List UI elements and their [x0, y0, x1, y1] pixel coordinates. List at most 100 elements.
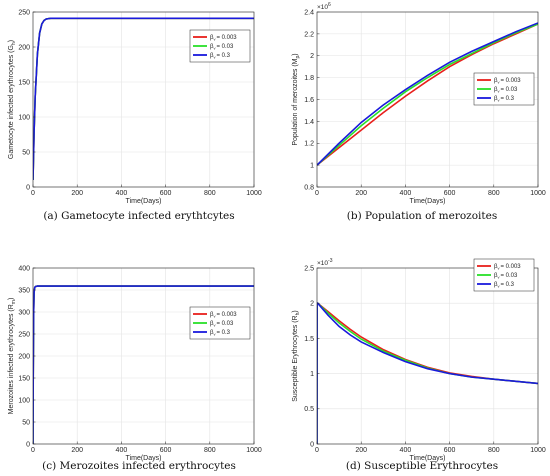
x-tick-label: 200: [355, 190, 367, 197]
plot-area: [317, 268, 538, 444]
legend-beta-subscript: v: [497, 266, 499, 271]
y-tick-label: 1.4: [304, 119, 314, 126]
series-line-3: [33, 17, 254, 181]
legend-label-1: βv= 0.003: [494, 264, 521, 271]
axes-box: [316, 267, 539, 445]
y-axis-label-subscript: p: [295, 55, 301, 58]
y-tick-label: 1: [310, 371, 314, 378]
x-tick-label: 0: [315, 447, 319, 454]
series-line-3: [33, 285, 254, 445]
legend-series-name: = 0.03: [500, 87, 518, 93]
axes-box: [32, 11, 255, 188]
y-axis-label-main: Population of merozoites (M: [292, 58, 299, 145]
y-axis-label-main: Susceptible Erythrocytes (R: [292, 315, 299, 401]
legend-beta-subscript: v: [213, 37, 215, 42]
y-axis-label-end: ): [8, 298, 15, 300]
y-tick-label: 2: [310, 301, 314, 308]
legend-series-name: = 0.3: [500, 96, 514, 102]
axis-exponent-power: -3: [328, 258, 333, 264]
panel-caption: (d) Susceptible Erythrocytes: [346, 460, 498, 472]
y-tick-label: 1.5: [304, 336, 314, 343]
y-tick-label: 250: [18, 9, 30, 16]
y-axis-label: Population of merozoites (Mp): [292, 53, 301, 145]
y-tick-label: 250: [18, 331, 30, 338]
y-tick-label: 150: [18, 79, 30, 86]
x-tick-label: 600: [160, 190, 172, 197]
x-tick-label: 400: [400, 190, 412, 197]
y-axis-label: Gametocyte infected erythrocytes (Gh): [8, 40, 17, 159]
y-tick-label: 0: [310, 441, 314, 448]
panel-caption: (c) Merozoites infected erythrocytes: [42, 460, 236, 472]
legend-beta-subscript: v: [497, 89, 499, 94]
legend-label-3: βv= 0.3: [494, 96, 515, 103]
y-tick-label: 0.8: [304, 184, 314, 191]
legend-label-1: βv= 0.003: [494, 78, 521, 85]
legend-label-3: βv= 0.3: [210, 330, 231, 337]
x-tick-label: 200: [71, 447, 83, 454]
x-tick-label: 0: [31, 447, 35, 454]
y-tick-label: 2.4: [304, 9, 314, 16]
chart-panel-1: 0 200 400 600 800 1000 0 50 100 150 200 250 Time(Day…: [8, 9, 262, 222]
axis-exponent-power: 6: [328, 2, 331, 8]
x-tick-label: 600: [160, 447, 172, 454]
legend-beta-symbol: β: [210, 53, 214, 59]
x-tick-label: 1000: [530, 447, 546, 454]
y-tick-label: 150: [18, 375, 30, 382]
legend-series-name: = 0.03: [216, 321, 234, 327]
legend-beta-symbol: β: [494, 96, 498, 102]
legend-beta-subscript: v: [213, 332, 215, 337]
x-tick-label: 400: [116, 190, 128, 197]
y-tick-label: 2: [310, 53, 314, 60]
y-tick-label: 1.8: [304, 75, 314, 82]
legend-label-1: βv= 0.003: [210, 312, 237, 319]
x-tick-label: 800: [204, 190, 216, 197]
x-axis-label: Time(Days): [410, 455, 446, 462]
legend-beta-symbol: β: [494, 87, 498, 93]
x-tick-label: 1000: [246, 447, 262, 454]
series-line-1: [317, 23, 538, 166]
y-tick-label: 400: [18, 265, 30, 272]
legend-series-name: = 0.3: [216, 330, 230, 336]
y-axis-label-main: Merozoites infected erythrocytes (R: [8, 304, 15, 414]
legend-beta-symbol: β: [210, 312, 214, 318]
legend-beta-subscript: v: [497, 80, 499, 85]
legend-series-name: = 0.3: [500, 282, 514, 288]
legend-series-name: = 0.003: [500, 264, 521, 270]
legend-label-3: βv= 0.3: [210, 53, 231, 60]
y-tick-label: 50: [22, 419, 30, 426]
x-tick-label: 800: [204, 447, 216, 454]
legend-beta-symbol: β: [210, 330, 214, 336]
y-tick-label: 2.5: [304, 265, 314, 272]
legend-beta-subscript: v: [497, 275, 499, 280]
y-axis-label: Merozoites infected erythrocytes (Rm): [8, 298, 17, 415]
panel-caption: (a) Gametocyte infected erythtcytes: [43, 210, 234, 222]
legend-beta-symbol: β: [210, 35, 214, 41]
legend-label-2: βv= 0.03: [494, 87, 518, 94]
legend-series-name: = 0.003: [500, 78, 521, 84]
legend-series-name: = 0.3: [216, 53, 230, 59]
axis-exponent-base: ×10: [317, 4, 328, 11]
x-axis-label: Time(Days): [126, 455, 162, 462]
legend-label-2: βv= 0.03: [494, 273, 518, 280]
series-line-2: [317, 23, 538, 166]
y-tick-label: 300: [18, 309, 30, 316]
axis-exponent: ×10-3: [317, 258, 333, 267]
legend-beta-symbol: β: [210, 44, 214, 50]
legend-beta-symbol: β: [494, 78, 498, 84]
y-axis-label-main: Gametocyte infected erythrocytes (G: [8, 45, 15, 159]
legend-beta-subscript: v: [213, 314, 215, 319]
x-tick-label: 800: [488, 190, 500, 197]
chart-panel-3: 0 200 400 600 800 1000 0 50 100 150 200 250 300 350 40…: [8, 265, 262, 472]
y-tick-label: 200: [18, 44, 30, 51]
y-tick-label: 0.5: [304, 406, 314, 413]
legend-beta-symbol: β: [494, 264, 498, 270]
y-axis-label-end: ): [8, 40, 15, 42]
x-tick-label: 200: [71, 190, 83, 197]
y-tick-label: 100: [18, 397, 30, 404]
x-tick-label: 200: [355, 447, 367, 454]
x-tick-label: 0: [31, 190, 35, 197]
